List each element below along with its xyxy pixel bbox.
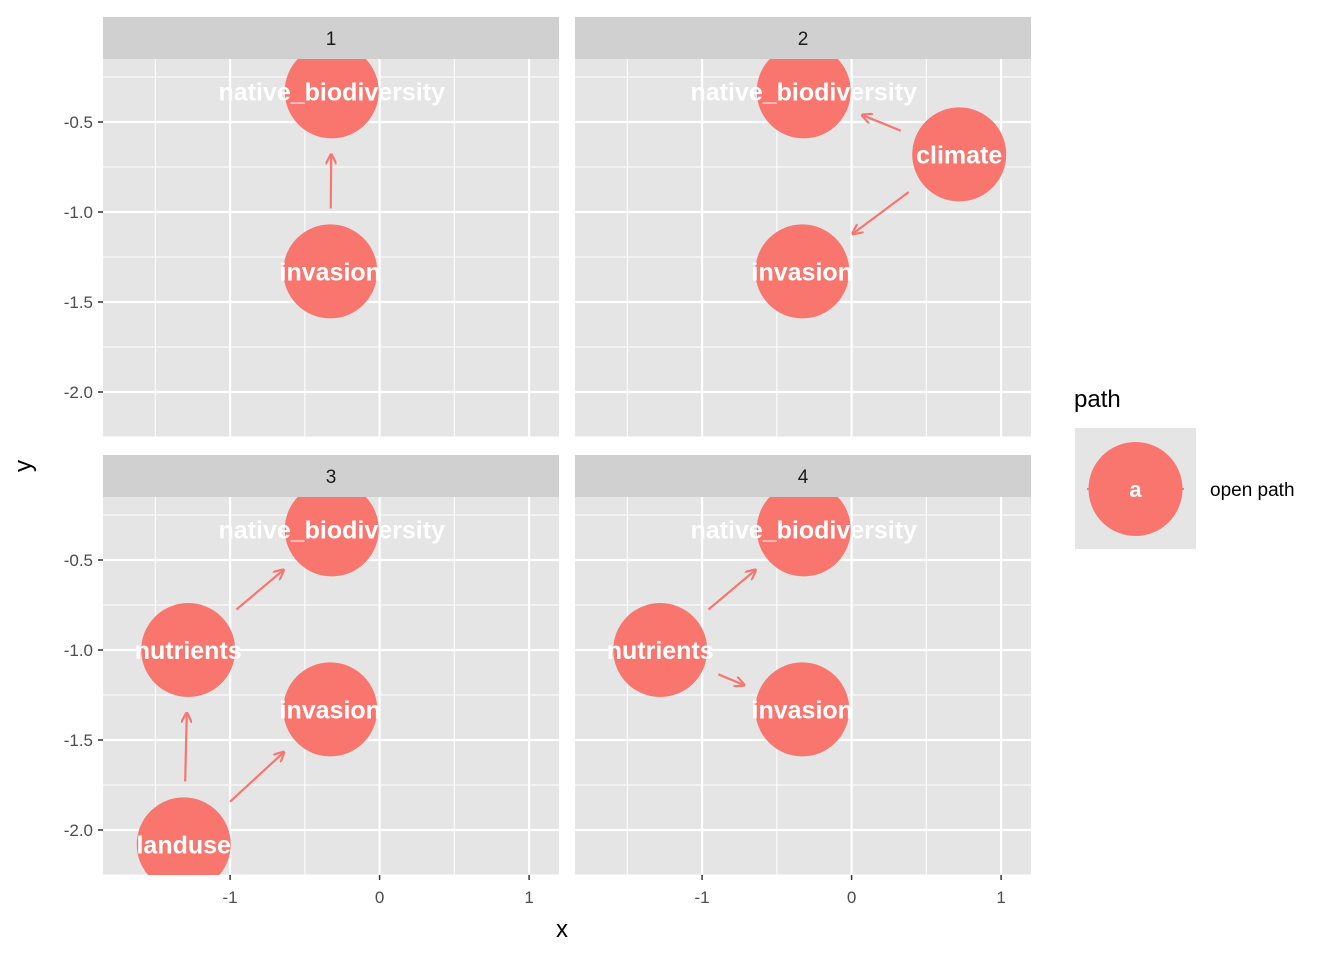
- facet-strip: [103, 17, 559, 59]
- facet-panel-4: 4 -1 0 1 native_biodiversity nutrients invasio…: [575, 455, 1031, 907]
- x-tick-label: 0: [847, 888, 856, 907]
- facet-strip-label: 1: [326, 29, 337, 50]
- node-label-invasion: invasion: [280, 696, 381, 724]
- x-tick-label: 0: [375, 888, 384, 907]
- edge-climate-to-native_biodiversity: [862, 115, 902, 132]
- node-climate: [912, 107, 1007, 202]
- node-native_biodiversity: [756, 497, 851, 577]
- edge-landuse-to-nutrients: [185, 713, 187, 782]
- y-tick-label: -2.0: [64, 383, 93, 402]
- legend-title: path: [1074, 386, 1121, 413]
- edge-climate-to-invasion: [853, 191, 910, 234]
- node-label-native_biodiversity: native_biodiversity: [219, 516, 446, 544]
- facet-panel-1: 1 -2.0 -1.5 -1.0 -0.5 native_biodiversityinva…: [64, 17, 559, 438]
- edge-nutrients-to-invasion: [717, 673, 744, 685]
- node-label-invasion: invasion: [752, 696, 853, 724]
- node-native_biodiversity: [756, 59, 851, 139]
- panel-content: native_biodiversity nutrients invasion: [607, 497, 918, 757]
- facet-strip: [575, 455, 1031, 497]
- panel-content: native_biodiversity nutrients invasion land…: [135, 497, 446, 875]
- y-tick-label: -1.0: [64, 641, 93, 660]
- node-label-invasion: invasion: [280, 258, 381, 286]
- node-invasion: [283, 662, 378, 757]
- edge-nutrients-to-native_biodiversity: [707, 570, 755, 611]
- facet-strip-label: 4: [798, 467, 809, 488]
- x-tick-label: -1: [695, 888, 710, 907]
- node-invasion: [755, 224, 850, 319]
- node-label-invasion: invasion: [752, 258, 853, 286]
- node-label-nutrients: nutrients: [607, 637, 714, 665]
- node-label-nutrients: nutrients: [135, 637, 242, 665]
- facet-strip: [575, 17, 1031, 59]
- node-label-native_biodiversity: native_biodiversity: [691, 78, 918, 106]
- y-tick-label: -1.5: [64, 731, 93, 750]
- y-tick-label: -1.5: [64, 293, 93, 312]
- legend-key: a: [1075, 428, 1196, 549]
- node-invasion: [283, 224, 378, 319]
- node-label-landuse: landuse: [136, 831, 231, 859]
- node-native_biodiversity: [284, 497, 379, 577]
- y-tick-label: -2.0: [64, 821, 93, 840]
- node-native_biodiversity: [284, 59, 379, 139]
- node-nutrients: [141, 603, 236, 697]
- edge-nutrients-to-native_biodiversity: [235, 570, 283, 611]
- x-tick-label: 1: [996, 888, 1005, 907]
- y-axis-title: y: [10, 460, 37, 472]
- facet-strip-label: 2: [798, 29, 809, 50]
- node-nutrients: [613, 603, 708, 697]
- legend-key-text: a: [1129, 477, 1142, 502]
- node-label-native_biodiversity: native_biodiversity: [691, 516, 918, 544]
- x-tick-label: 1: [524, 888, 533, 907]
- x-axis-title: x: [556, 916, 568, 943]
- node-landuse: [136, 797, 231, 875]
- node-label-native_biodiversity: native_biodiversity: [219, 78, 446, 106]
- facet-strip-label: 3: [326, 467, 337, 488]
- panel-content: native_biodiversity invasion: [219, 59, 446, 319]
- facet-panel-3: 3 -2.0 -1.5 -1.0 -0.5 -1 0 1 native_biodiversity…: [64, 455, 559, 907]
- y-tick-label: -0.5: [64, 113, 93, 132]
- node-label-climate: climate: [916, 141, 1002, 169]
- legend-label: open path: [1210, 480, 1295, 501]
- x-tick-label: -1: [223, 888, 238, 907]
- node-invasion: [755, 662, 850, 757]
- y-tick-label: -0.5: [64, 551, 93, 570]
- facet-strip: [103, 455, 559, 497]
- legend-key-glyph: a: [1087, 442, 1184, 536]
- edge-landuse-to-invasion: [229, 752, 284, 803]
- y-tick-label: -1.0: [64, 203, 93, 222]
